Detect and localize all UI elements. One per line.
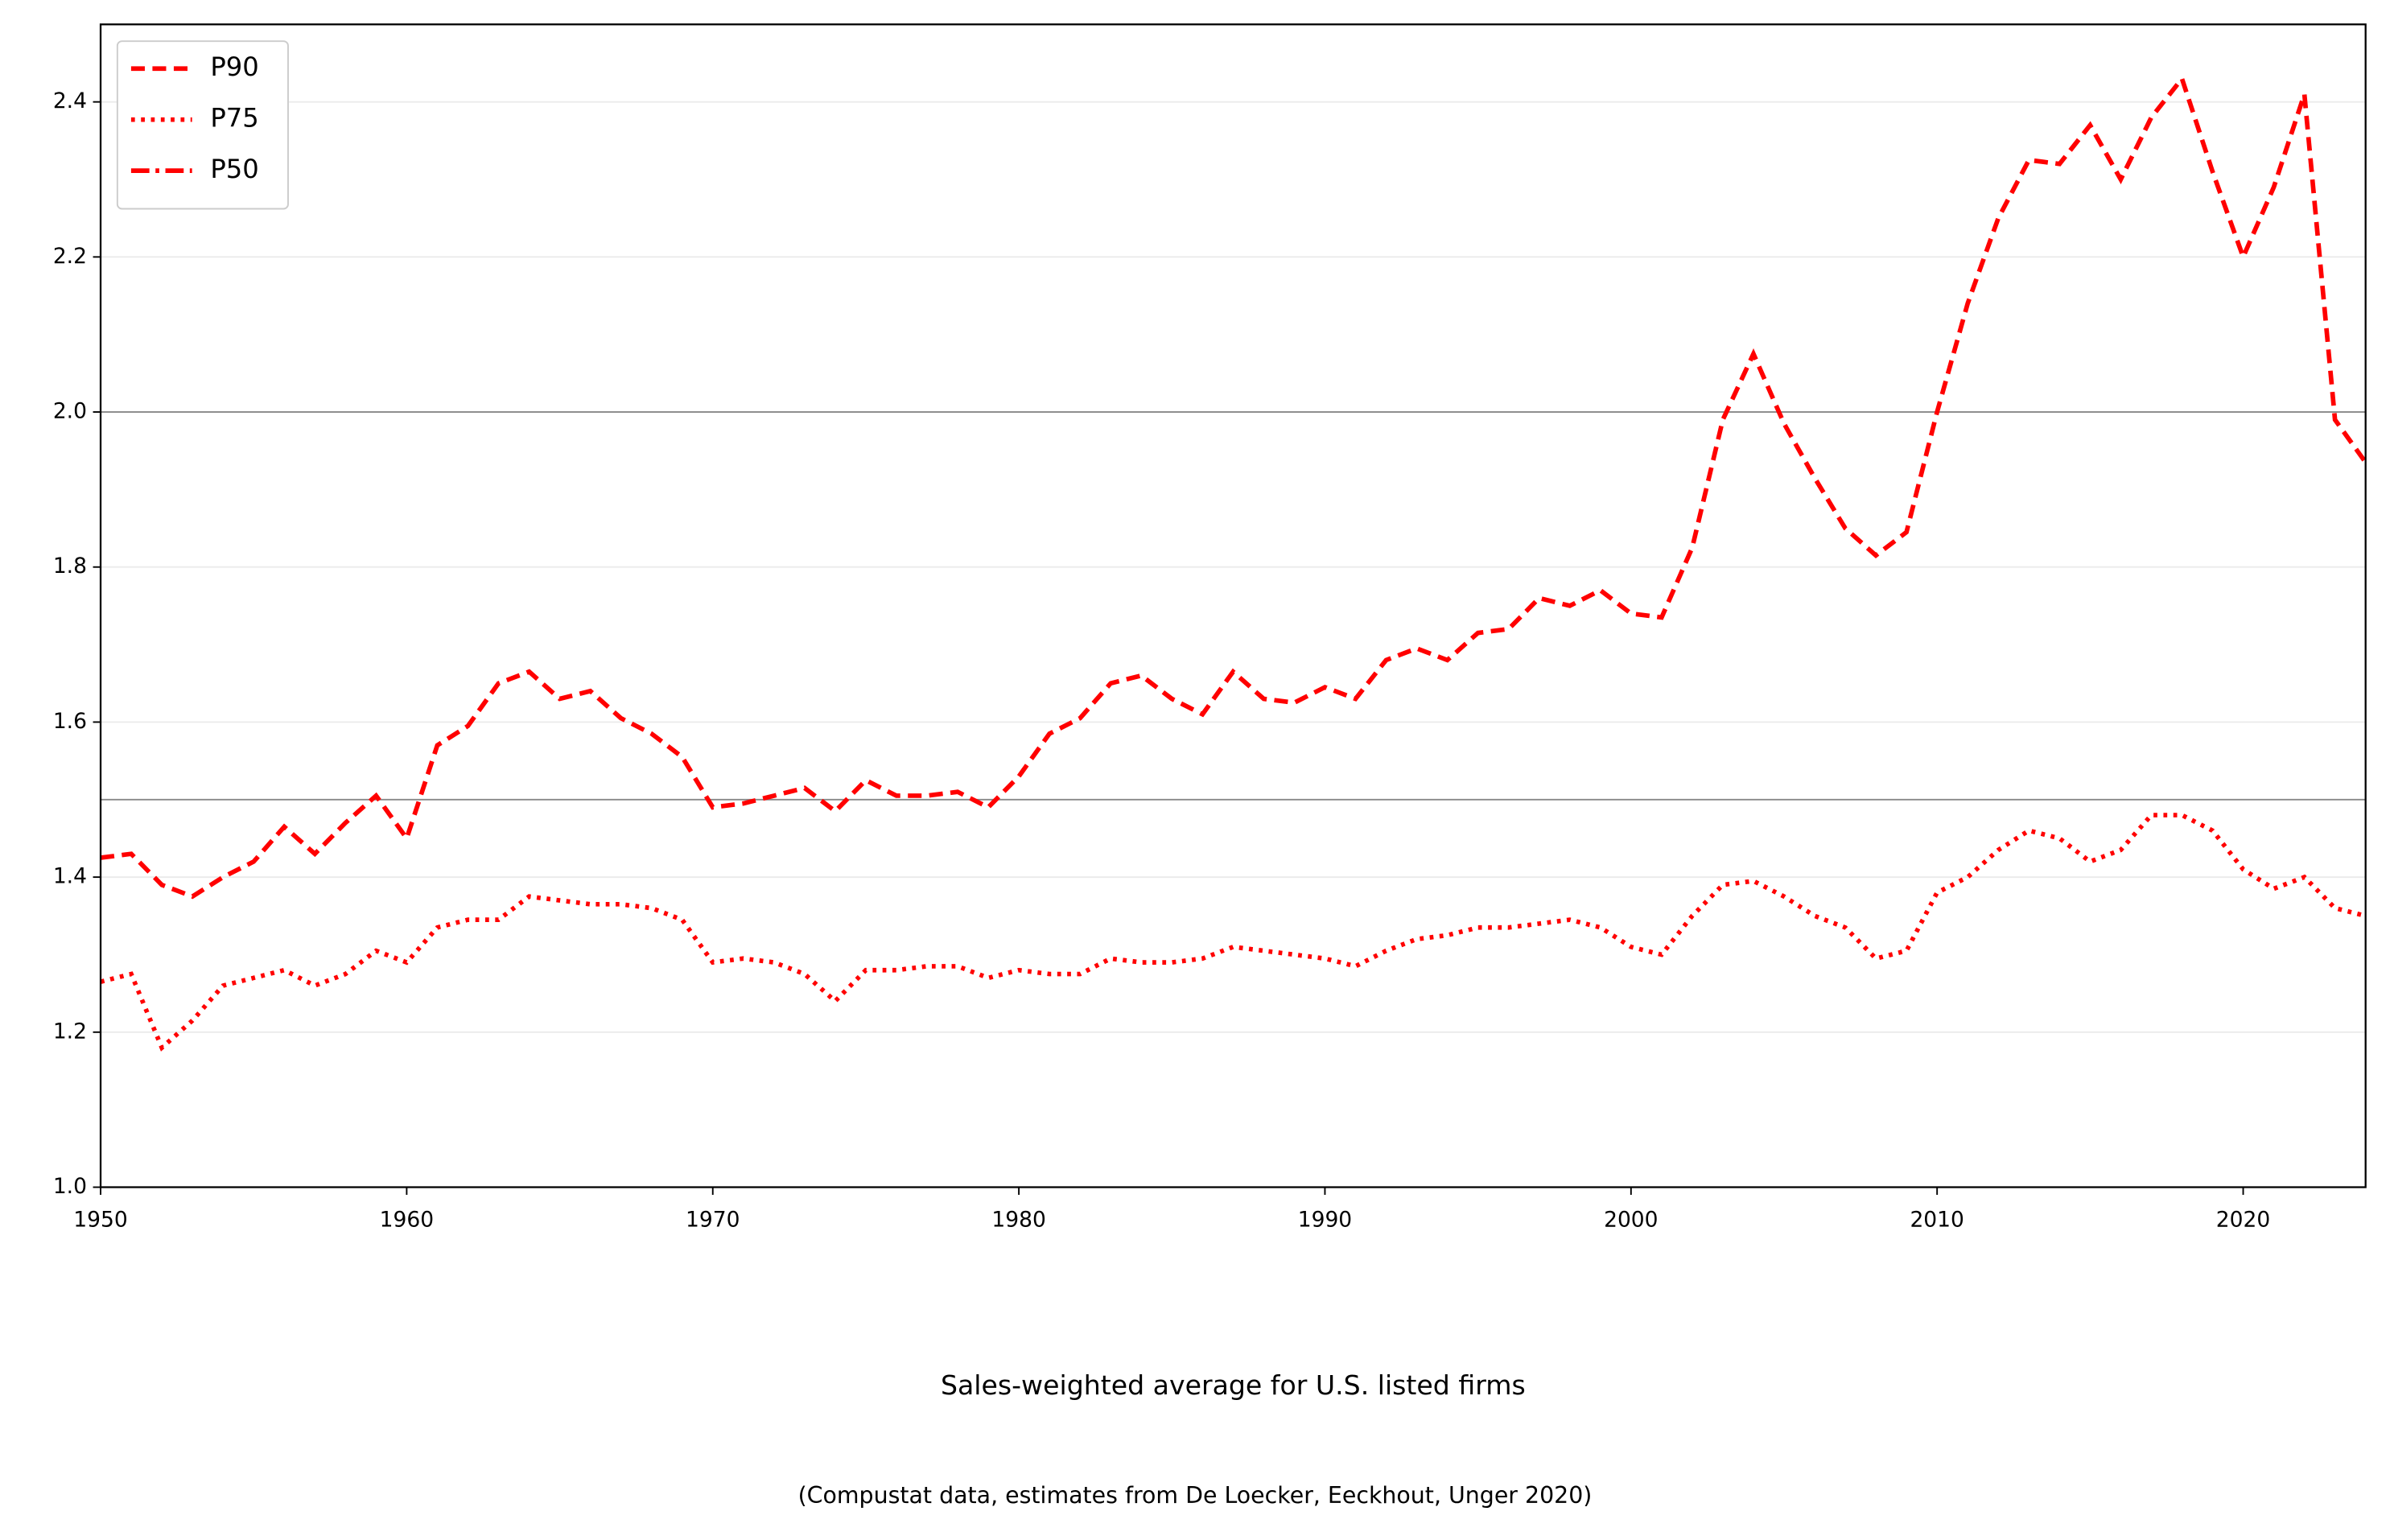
y-tick-label: 1.0 (53, 1174, 87, 1199)
legend-label: P90 (210, 51, 258, 82)
legend-label: P75 (210, 103, 258, 134)
y-tick-label: 1.2 (53, 1019, 87, 1044)
legend-box (116, 40, 289, 210)
note: (Compustat data, estimates from De Loeck… (798, 1482, 1593, 1509)
y-tick-label: 1.8 (53, 554, 87, 579)
x-tick-label: 1950 (73, 1208, 127, 1233)
y-tick-label: 2.4 (53, 89, 87, 113)
x-tick-label: 1990 (1298, 1208, 1352, 1233)
x-tick-label: 1980 (991, 1208, 1045, 1233)
y-tick-label: 1.6 (53, 709, 87, 734)
x-axis-label: Sales-weighted average for U.S. listed f… (941, 1369, 1526, 1401)
x-tick-label: 1970 (686, 1208, 740, 1233)
y-tick-label: 1.4 (53, 864, 87, 889)
x-tick-label: 2020 (2216, 1208, 2270, 1233)
plot-frame (99, 23, 2367, 1188)
line (100, 813, 2367, 1052)
line (100, 73, 2367, 900)
x-tick-label: 2000 (1604, 1208, 1658, 1233)
x-tick-label: 1960 (380, 1208, 434, 1233)
legend-label: P50 (210, 154, 258, 184)
y-tick-label: 2.0 (53, 399, 87, 424)
y-tick-label: 2.2 (53, 244, 87, 269)
x-tick-label: 2010 (1910, 1208, 1964, 1233)
